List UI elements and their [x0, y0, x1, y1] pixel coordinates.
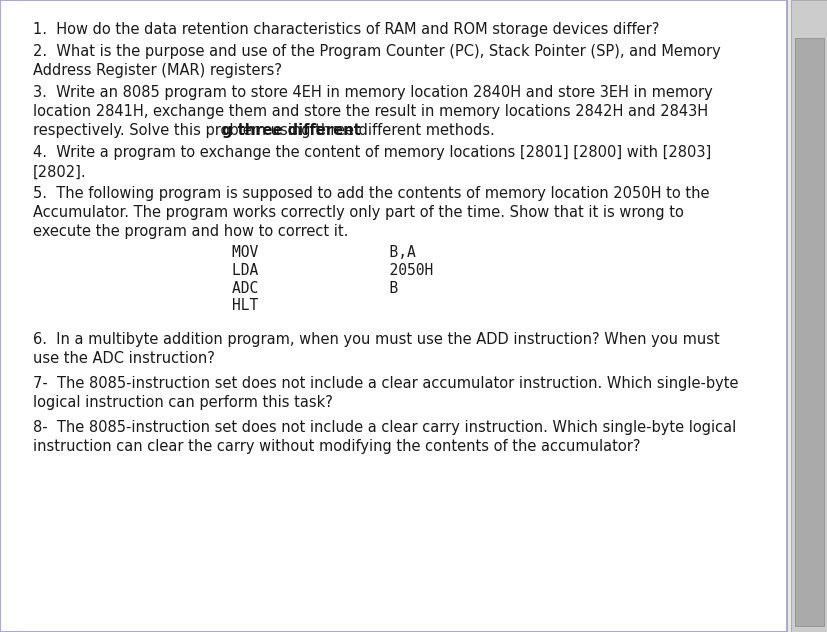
Text: respectively. Solve this problem using three different methods.: respectively. Solve this problem using t… [33, 123, 495, 138]
Text: location 2841H, exchange them and store the result in memory locations 2842H and: location 2841H, exchange them and store … [33, 104, 707, 119]
Text: logical instruction can perform this task?: logical instruction can perform this tas… [33, 395, 332, 410]
Bar [790, 0, 827, 632]
Text: 1.  How do the data retention characteristics of RAM and ROM storage devices dif: 1. How do the data retention characteris… [33, 22, 658, 37]
Text: [2802].: [2802]. [33, 164, 87, 179]
Text: 8-  The 8085-instruction set does not include a clear carry instruction. Which s: 8- The 8085-instruction set does not inc… [33, 420, 735, 435]
Text: 2.  What is the purpose and use of the Program Counter (PC), Stack Pointer (SP),: 2. What is the purpose and use of the Pr… [33, 44, 720, 59]
FancyBboxPatch shape [0, 0, 786, 632]
Text: instruction can clear the carry without modifying the contents of the accumulato: instruction can clear the carry without … [33, 439, 640, 454]
Bar [794, 38, 823, 626]
Text: HLT: HLT [232, 298, 258, 313]
Text: ADC               B: ADC B [232, 281, 398, 296]
Text: use the ADC instruction?: use the ADC instruction? [33, 351, 215, 366]
Text: g three different: g three different [222, 123, 360, 138]
Text: 5.  The following program is supposed to add the contents of memory location 205: 5. The following program is supposed to … [33, 186, 709, 202]
Text: LDA               2050H: LDA 2050H [232, 263, 433, 278]
Text: Address Register (MAR) registers?: Address Register (MAR) registers? [33, 63, 282, 78]
Text: 4.  Write a program to exchange the content of memory locations [2801] [2800] wi: 4. Write a program to exchange the conte… [33, 145, 710, 161]
Text: 3.  Write an 8085 program to store 4EH in memory location 2840H and store 3EH in: 3. Write an 8085 program to store 4EH in… [33, 85, 712, 100]
Text: execute the program and how to correct it.: execute the program and how to correct i… [33, 224, 348, 240]
Text: MOV               B,A: MOV B,A [232, 245, 415, 260]
Text: 7-  The 8085-instruction set does not include a clear accumulator instruction. W: 7- The 8085-instruction set does not inc… [33, 376, 738, 391]
Text: 6.  In a multibyte addition program, when you must use the ADD instruction? When: 6. In a multibyte addition program, when… [33, 332, 719, 347]
Text: Accumulator. The program works correctly only part of the time. Show that it is : Accumulator. The program works correctly… [33, 205, 683, 221]
